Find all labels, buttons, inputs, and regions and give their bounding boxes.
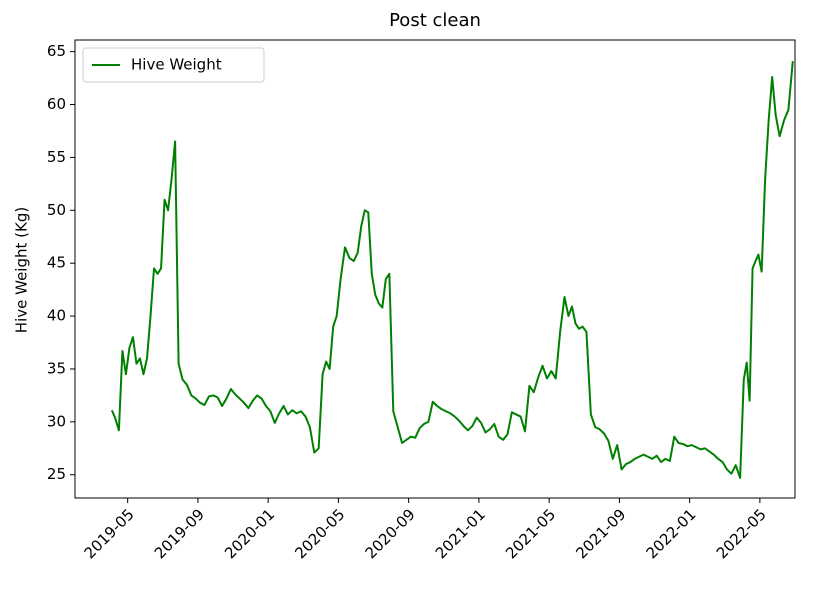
y-tick-label: 25 bbox=[47, 465, 66, 483]
x-tick-label: 2021-09 bbox=[572, 505, 629, 562]
y-tick-label: 55 bbox=[47, 148, 66, 166]
x-tick-label: 2021-05 bbox=[502, 505, 559, 562]
data-line bbox=[110, 61, 794, 479]
y-tick-label: 65 bbox=[47, 42, 66, 60]
x-tick-label: 2019-09 bbox=[151, 505, 208, 562]
legend-box bbox=[82, 47, 265, 83]
x-tick-label: 2019-05 bbox=[81, 505, 138, 562]
y-axis-label: Hive Weight (Kg) bbox=[13, 207, 31, 333]
legend-label: Hive Weight bbox=[131, 56, 222, 74]
y-tick-label: 50 bbox=[47, 201, 66, 219]
x-tick-label: 2020-05 bbox=[291, 505, 348, 562]
y-tick-label: 35 bbox=[47, 359, 66, 377]
x-tick-label: 2020-09 bbox=[362, 505, 419, 562]
x-tick-label: 2022-05 bbox=[713, 505, 770, 562]
y-tick-label: 45 bbox=[47, 254, 66, 272]
x-tick-label: 2021-01 bbox=[432, 505, 489, 562]
y-tick-label: 30 bbox=[47, 412, 66, 430]
y-tick-label: 40 bbox=[47, 307, 66, 325]
x-tick-label: 2022-01 bbox=[643, 505, 700, 562]
x-tick-label: 2020-01 bbox=[221, 505, 278, 562]
chart-title: Post clean bbox=[389, 10, 481, 31]
y-tick-label: 60 bbox=[47, 95, 66, 113]
plot-frame bbox=[74, 39, 796, 499]
